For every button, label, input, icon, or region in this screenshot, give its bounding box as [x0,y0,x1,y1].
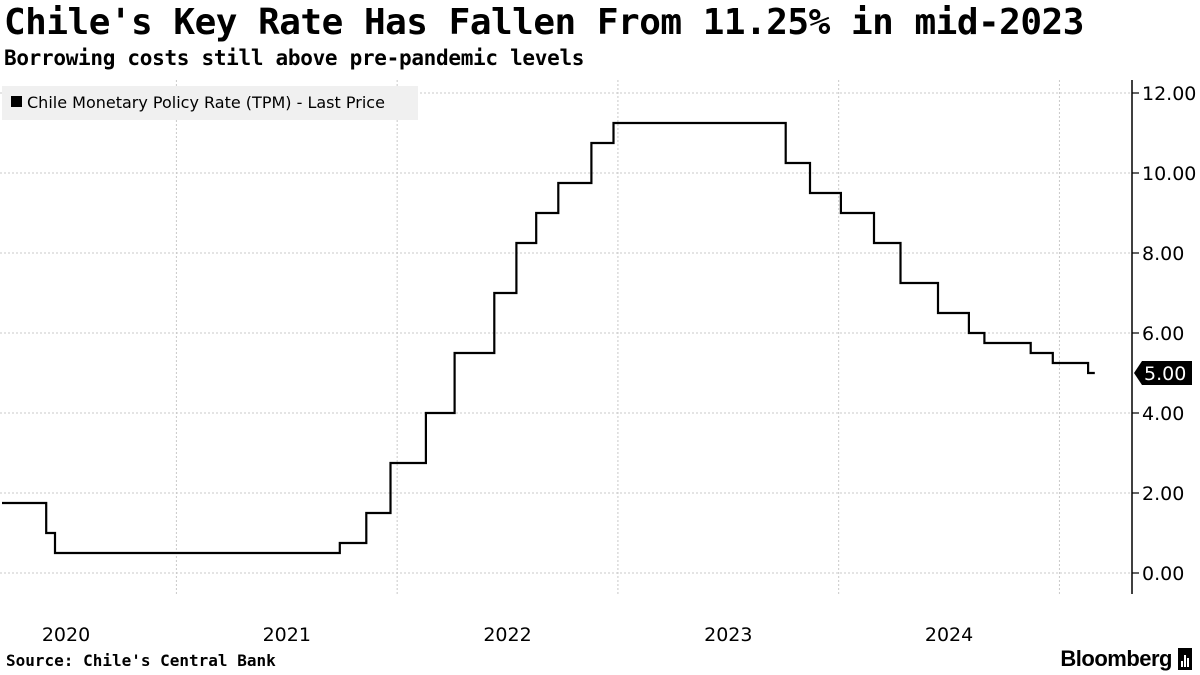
legend-background [2,86,418,120]
x-tick-label: 2023 [704,624,752,646]
x-tick-label: 2022 [483,624,531,646]
last-value-marker: 5.00 [1134,361,1192,385]
series-line-tpm [2,121,1095,555]
y-tick-label: 10.00 [1142,163,1196,185]
legend-entry: Chile Monetary Policy Rate (TPM) - Last … [27,93,385,112]
chart-title: Chile's Key Rate Has Fallen From 11.25% … [4,2,1084,43]
y-tick-label: 2.00 [1142,483,1184,505]
x-axis-ticks: 2020 2021 2022 2023 2024 [42,624,973,646]
chart-legend: Chile Monetary Policy Rate (TPM) - Last … [2,86,418,120]
y-tick-label: 8.00 [1142,243,1184,265]
y-tick-label: 6.00 [1142,323,1184,345]
bloomberg-terminal-icon [1178,648,1192,670]
x-tick-label: 2021 [263,624,311,646]
bloomberg-logo: Bloomberg [1060,646,1192,672]
y-tick-label: 4.00 [1142,403,1184,425]
y-tick-label: 0.00 [1142,563,1184,585]
vertical-gridlines [175,80,1060,594]
last-value-label: 5.00 [1144,363,1186,385]
y-axis-ticks: 0.00 2.00 4.00 6.00 8.00 10.00 12.00 [1132,83,1196,585]
last-value-badge [1134,361,1192,385]
chart-subtitle: Borrowing costs still above pre-pandemic… [4,46,585,70]
y-tick-label: 12.00 [1142,83,1196,105]
legend-swatch [11,96,22,107]
x-tick-label: 2024 [925,624,973,646]
horizontal-gridlines [0,92,1132,574]
x-tick-label: 2020 [42,624,90,646]
source-note: Source: Chile's Central Bank [6,651,276,670]
brand-name: Bloomberg [1060,646,1172,671]
